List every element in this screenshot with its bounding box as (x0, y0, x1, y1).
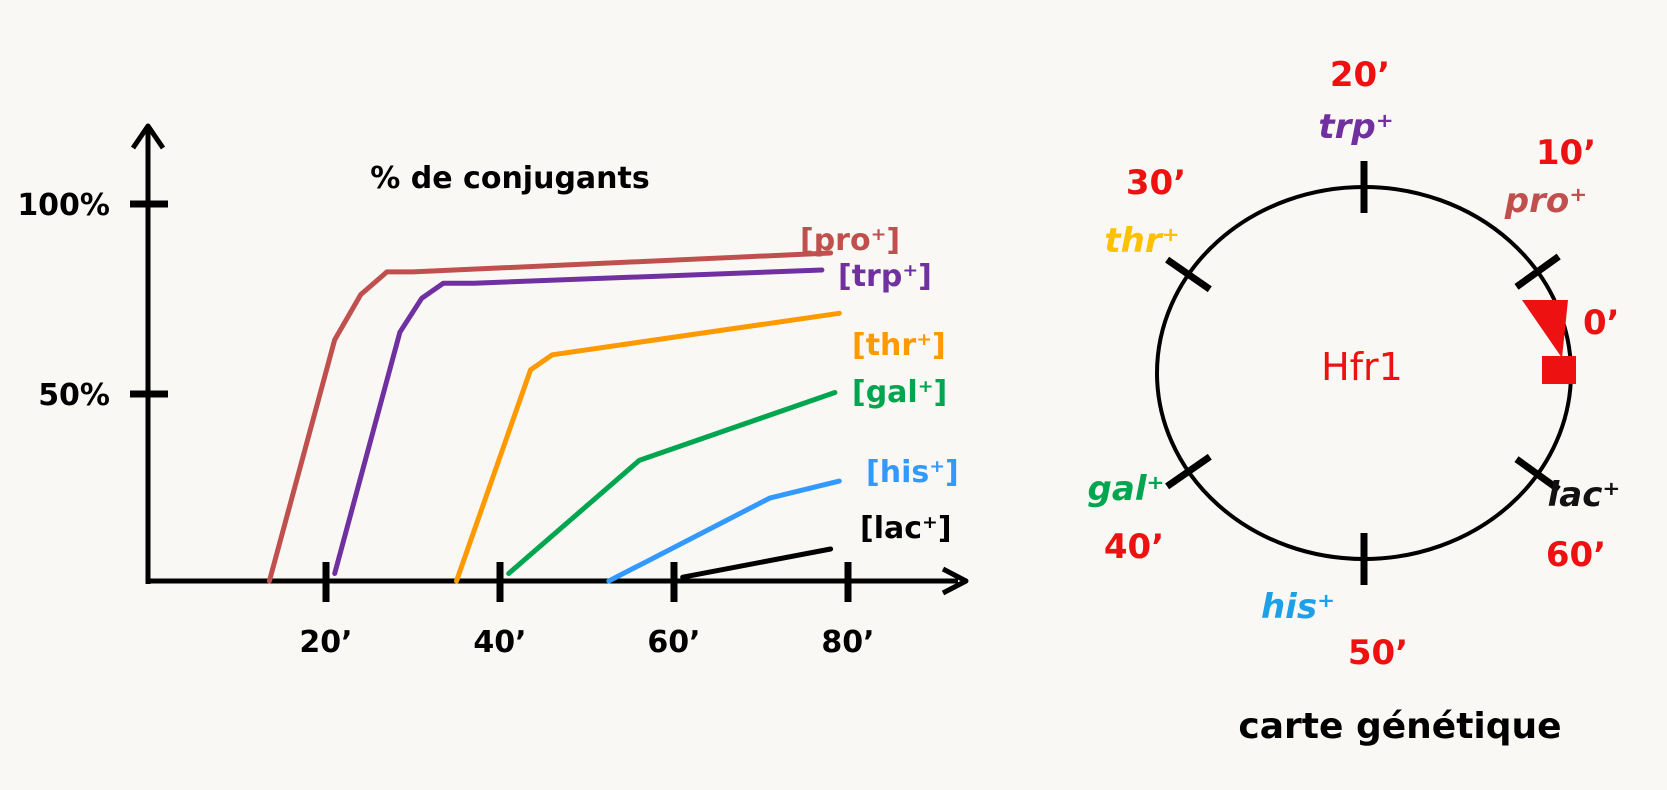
origin-square-icon (1542, 356, 1576, 384)
hfr-label: Hfr1 (1321, 345, 1403, 389)
series-line-gal (506, 390, 838, 576)
x-tick-label-60: 60’ (647, 625, 700, 660)
map-caption: carte génétique (1238, 706, 1561, 747)
series-line-trp (332, 267, 825, 576)
map-gene-his: his⁺ (1261, 587, 1335, 627)
map-tick-2 (1165, 256, 1212, 293)
series-label-his: [his⁺] (866, 455, 959, 490)
map-gene-thr: thr⁺ (1104, 221, 1179, 261)
series-label-lac: [lac⁺] (860, 511, 952, 546)
y-tick-label-50: 50% (38, 378, 110, 413)
map-tick-1 (1514, 253, 1561, 290)
series-line-pro (266, 250, 834, 584)
map-tick-5 (1514, 456, 1561, 493)
chart-title: % de conjugants (370, 161, 649, 196)
genetic-map: Hfr1 0’ 20’ trp⁺ 10’ pro⁺ 30’ thr⁺ gal⁺ … (1088, 55, 1621, 747)
origin-arrow-icon (1522, 300, 1568, 358)
map-time-his: 50’ (1348, 633, 1408, 673)
map-gene-lac: lac⁺ (1548, 475, 1621, 515)
series-line-lac (680, 546, 834, 580)
x-tick-label-80: 80’ (821, 625, 874, 660)
series-label-trp: [trp⁺] (838, 259, 932, 294)
map-tick-3 (1165, 453, 1212, 490)
x-axis-arrow (941, 566, 969, 596)
series-layer: [pro⁺][trp⁺] [thr⁺] [gal⁺] [his⁺] [lac⁺] (266, 223, 959, 584)
map-gene-pro: pro⁺ (1504, 181, 1587, 221)
map-gene-gal: gal⁺ (1088, 469, 1165, 509)
conjugation-graph: 100% 50% 20’ 40’ 60’ 80’ % de conjugants… (17, 123, 969, 660)
x-tick-label-40: 40’ (473, 625, 526, 660)
map-time-lac: 60’ (1546, 535, 1606, 575)
map-time-thr: 30’ (1126, 163, 1186, 203)
x-tick-label-20: 20’ (299, 625, 352, 660)
y-axis-arrow (130, 123, 166, 150)
series-line-his (606, 478, 842, 584)
map-gene-trp: trp⁺ (1318, 107, 1393, 147)
y-tick-label-100: 100% (17, 188, 110, 223)
origin-time: 0’ (1583, 303, 1620, 343)
series-label-gal: [gal⁺] (852, 375, 947, 410)
map-marker-layer (1165, 161, 1561, 585)
series-label-thr: [thr⁺] (852, 328, 946, 363)
map-time-gal: 40’ (1104, 527, 1164, 567)
series-line-thr (454, 310, 842, 584)
map-time-pro: 10’ (1536, 133, 1596, 173)
series-label-pro: [pro⁺] (800, 223, 900, 258)
map-time-trp: 20’ (1330, 55, 1390, 95)
